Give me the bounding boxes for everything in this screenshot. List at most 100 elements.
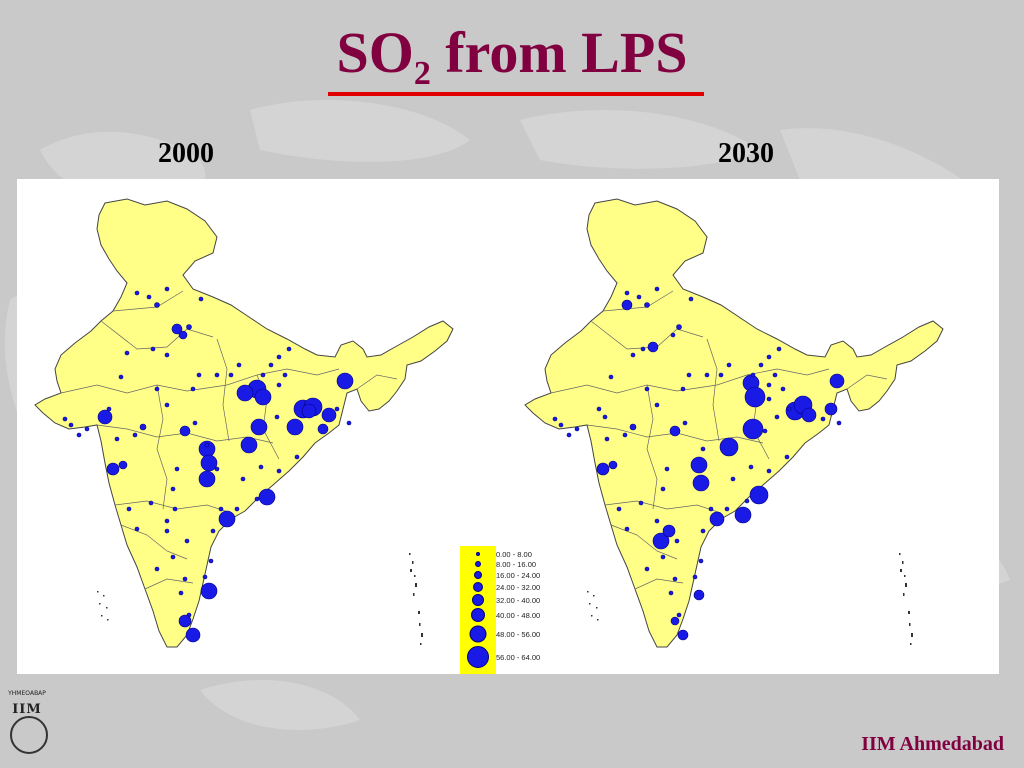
emission-point — [616, 506, 622, 512]
emission-point — [164, 352, 170, 358]
emission-point — [282, 372, 288, 378]
emission-point — [734, 506, 752, 524]
emission-point — [766, 396, 772, 402]
emission-point — [686, 372, 692, 378]
emission-point — [178, 614, 192, 628]
emission-point — [608, 460, 618, 470]
emission-point — [208, 558, 214, 564]
emission-point — [179, 425, 191, 437]
emission-point — [690, 456, 708, 474]
emission-point — [596, 406, 602, 412]
emission-point — [662, 524, 676, 538]
emission-point — [301, 403, 317, 419]
emission-point — [660, 554, 666, 560]
emission-point — [250, 418, 268, 436]
emission-point — [228, 372, 234, 378]
emission-point — [776, 346, 782, 352]
emission-point — [688, 296, 694, 302]
emission-point — [76, 432, 82, 438]
emission-point — [638, 500, 644, 506]
emission-point — [672, 576, 678, 582]
emission-point — [654, 518, 660, 524]
emission-point — [154, 386, 160, 392]
emission-point — [214, 372, 220, 378]
emission-point — [150, 346, 156, 352]
emission-point — [97, 409, 113, 425]
emission-point — [677, 629, 689, 641]
emission-point — [596, 462, 610, 476]
emission-point — [784, 454, 790, 460]
emission-point — [744, 386, 766, 408]
title-underline — [328, 92, 704, 96]
logo-seal-icon — [10, 716, 48, 754]
emission-point — [276, 382, 282, 388]
emission-point — [774, 414, 780, 420]
emission-point — [84, 426, 90, 432]
emission-point — [700, 446, 706, 452]
emission-point — [766, 354, 772, 360]
emission-point — [744, 498, 750, 504]
emission-point — [240, 476, 246, 482]
emission-point — [758, 362, 764, 368]
emission-point — [766, 382, 772, 388]
legend-marker — [471, 608, 485, 622]
emission-point — [294, 454, 300, 460]
emission-point — [552, 416, 558, 422]
legend-marker — [474, 571, 482, 579]
map-2030 — [524, 198, 944, 648]
emission-point — [749, 485, 769, 505]
emission-point — [106, 462, 120, 476]
emission-point — [647, 341, 659, 353]
emission-point — [654, 402, 660, 408]
emission-point — [566, 432, 572, 438]
emission-point — [346, 420, 352, 426]
emission-point — [126, 506, 132, 512]
emission-point — [154, 302, 160, 308]
emission-point — [276, 468, 282, 474]
legend-marker — [475, 561, 481, 567]
emission-point — [644, 566, 650, 572]
emission-point — [240, 436, 258, 454]
emission-point — [824, 402, 838, 416]
emission-point — [234, 506, 240, 512]
emission-point — [202, 574, 208, 580]
emission-point — [726, 362, 732, 368]
legend-label: 0.00 - 8.00 — [496, 550, 532, 559]
emission-point — [200, 582, 218, 600]
emission-point — [192, 420, 198, 426]
emission-point — [124, 350, 130, 356]
emission-point — [254, 496, 260, 502]
emission-point — [772, 372, 778, 378]
emission-point — [336, 372, 354, 390]
emission-point — [724, 506, 730, 512]
map-year-label-2030: 2030 — [718, 138, 774, 169]
emission-point — [640, 346, 646, 352]
emission-point — [185, 627, 201, 643]
emission-point — [198, 296, 204, 302]
emission-point — [652, 532, 670, 550]
emission-point — [276, 354, 282, 360]
emission-point — [170, 554, 176, 560]
emission-point — [730, 476, 736, 482]
emission-point — [700, 528, 706, 534]
slide-title: SO2 from LPS — [336, 20, 688, 92]
legend-label: 8.00 - 16.00 — [496, 560, 536, 569]
emission-point — [317, 423, 329, 435]
emission-point — [204, 442, 210, 448]
emission-point — [622, 432, 628, 438]
emission-point — [114, 436, 120, 442]
emission-point — [682, 420, 688, 426]
emission-point — [670, 616, 680, 626]
emission-point — [172, 506, 178, 512]
emission-point — [146, 294, 152, 300]
emission-point — [674, 538, 680, 544]
emission-point — [164, 402, 170, 408]
map-panel: 0.00 - 8.00 8.00 - 16.00 16.00 - 24.00 24.0… — [17, 179, 999, 674]
legend-label: 32.00 - 40.00 — [496, 596, 540, 605]
emission-point — [718, 372, 724, 378]
legend-label: 40.00 - 48.00 — [496, 611, 540, 620]
emission-point — [236, 384, 254, 402]
emission-point — [780, 386, 786, 392]
emission-point — [801, 407, 817, 423]
legend-label: 24.00 - 32.00 — [496, 583, 540, 592]
